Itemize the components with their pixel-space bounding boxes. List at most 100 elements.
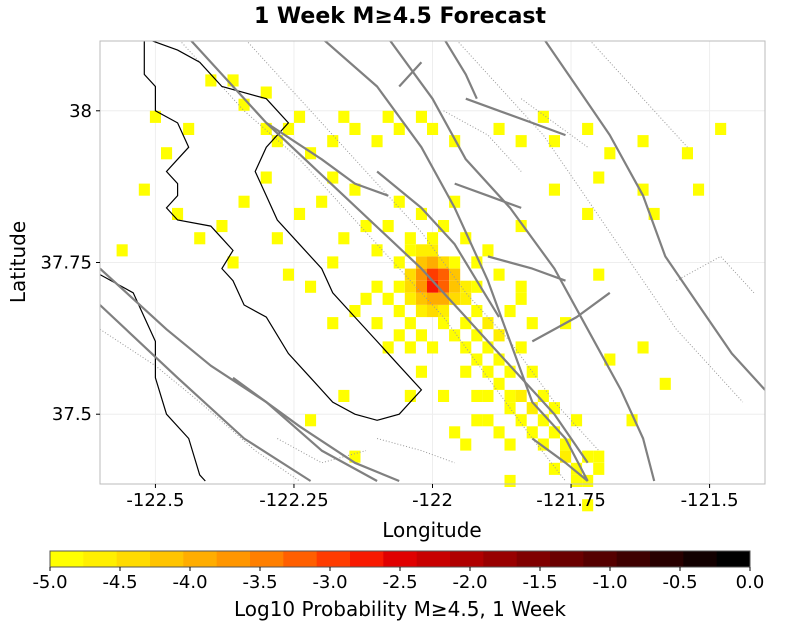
heatmap-cell	[360, 220, 372, 233]
heatmap-cell	[282, 122, 294, 135]
heatmap-cell	[415, 305, 427, 318]
heatmap-cell	[659, 377, 671, 390]
heatmap-cell	[493, 329, 505, 342]
heatmap-cell	[582, 499, 594, 512]
heatmap-cell	[427, 232, 439, 245]
chart-title: 1 Week M≥4.5 Forecast	[254, 4, 547, 29]
heatmap-cell	[471, 389, 483, 402]
heatmap-cell	[371, 244, 383, 257]
heatmap-cell	[493, 268, 505, 281]
heatmap-cell	[548, 462, 560, 475]
colorbar-tick-label: -2.5	[382, 572, 417, 593]
colorbar-segment	[183, 551, 218, 567]
heatmap-cell	[560, 438, 572, 451]
heatmap-cell	[504, 305, 516, 318]
colorbar-segment	[416, 551, 451, 567]
coastline	[100, 274, 206, 482]
heatmap-cell	[449, 256, 461, 269]
y-axis-ticks: 38 37.75 37.5	[40, 101, 100, 425]
heatmap-cell	[438, 268, 450, 281]
heatmap-cell	[415, 292, 427, 305]
heatmap-cell	[460, 365, 472, 378]
heatmap-cell	[560, 450, 572, 463]
y-tick-label: 38	[69, 101, 92, 122]
heatmap-cell	[648, 207, 660, 220]
heatmap-cell	[294, 207, 306, 220]
x-tick-label: -122	[412, 490, 453, 511]
heatmap-cell	[415, 244, 427, 257]
heatmap-cell	[482, 414, 494, 427]
heatmap-cell	[183, 122, 195, 135]
heatmap-cell	[305, 414, 317, 427]
colorbar-segment	[516, 551, 551, 567]
heatmap-cell	[438, 305, 450, 318]
heatmap-cell	[205, 74, 217, 87]
fault-line	[444, 41, 478, 100]
colorbar	[49, 550, 751, 568]
fault-line	[531, 291, 611, 343]
fault-line	[544, 41, 765, 391]
fault-line	[465, 97, 566, 137]
heatmap-cell	[271, 135, 283, 148]
fault-line	[232, 376, 400, 483]
heatmap-cell	[415, 110, 427, 123]
heatmap-cell	[449, 426, 461, 439]
heatmap-cell	[415, 329, 427, 342]
fault-line	[100, 267, 378, 482]
heatmap-cell	[582, 122, 594, 135]
heatmap-cell	[360, 292, 372, 305]
heatmap-cell	[404, 292, 416, 305]
heatmap-cell	[371, 317, 383, 330]
heatmap-cell	[393, 256, 405, 269]
fault-line	[189, 41, 589, 464]
heatmap-cell	[548, 135, 560, 148]
colorbar-segment	[350, 551, 384, 567]
heatmap-cell	[526, 317, 538, 330]
heatmap-cell	[382, 292, 394, 305]
heatmap-cell	[294, 110, 306, 123]
heatmap-cell	[626, 414, 638, 427]
heatmap-cell	[327, 256, 339, 269]
heatmap-cell	[404, 232, 416, 245]
y-axis-label: Latitude	[6, 221, 30, 303]
colorbar-tick-label: -3.5	[242, 572, 277, 593]
heatmap-cell	[349, 450, 361, 463]
heatmap-cell	[582, 450, 594, 463]
heatmap-cell	[238, 98, 250, 111]
dotted-boundary	[376, 438, 455, 464]
heatmap-cell	[427, 292, 439, 305]
heatmap-cell	[305, 280, 317, 293]
heatmap-cell	[526, 402, 538, 415]
heatmap-cell	[515, 292, 527, 305]
heatmap-cell	[504, 474, 516, 487]
heatmap-cell	[715, 122, 727, 135]
heatmap-cell	[471, 256, 483, 269]
y-tick-label: 37.5	[52, 404, 92, 425]
heatmap-cell	[471, 414, 483, 427]
heatmap-cell	[460, 232, 472, 245]
colorbar-segment	[150, 551, 184, 567]
colorbar-segment	[50, 551, 84, 567]
heatmap-cell	[172, 207, 184, 220]
fault-line	[398, 61, 423, 88]
dotted-boundary	[676, 255, 755, 294]
heatmap-cells	[116, 74, 727, 512]
dotted-boundary	[589, 41, 688, 148]
heatmap-cell	[493, 353, 505, 366]
colorbar-tick-label: -4.0	[172, 572, 207, 593]
x-axis-ticks: -122.5 -122.25 -122 -121.75 -121.5	[126, 484, 739, 511]
heatmap-cell	[393, 122, 405, 135]
heatmap-cell	[227, 74, 239, 87]
heatmap-cell	[371, 135, 383, 148]
colorbar-segment	[716, 551, 751, 567]
heatmap-cell	[537, 414, 549, 427]
heatmap-cell	[427, 244, 439, 257]
heatmap-cell	[637, 341, 649, 354]
heatmap-cell	[404, 244, 416, 257]
heatmap-cell	[393, 305, 405, 318]
heatmap-cell	[438, 292, 450, 305]
fault-line	[454, 182, 522, 209]
heatmap-cell	[471, 305, 483, 318]
heatmap-cell	[482, 244, 494, 257]
heatmap-cell	[427, 268, 439, 281]
